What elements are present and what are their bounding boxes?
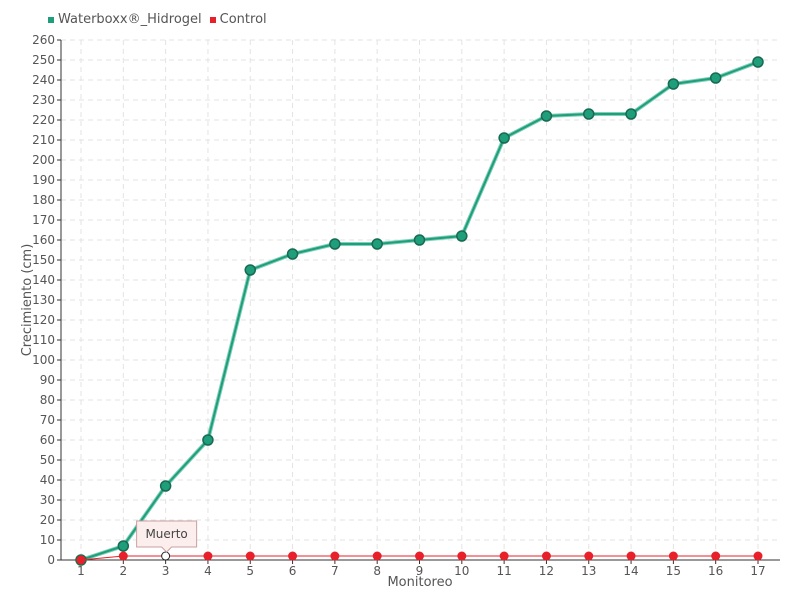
series [75, 56, 764, 566]
x-tick-label: 7 [331, 564, 339, 578]
x-tick-label: 5 [246, 564, 254, 578]
x-tick-label: 8 [373, 564, 381, 578]
y-tick-label: 170 [32, 213, 55, 227]
x-tick-label: 3 [162, 564, 170, 578]
legend-item-waterboxx[interactable]: Waterboxx®_Hidrogel [48, 12, 202, 27]
data-point-control[interactable] [415, 551, 424, 561]
data-point-waterboxx[interactable] [202, 434, 214, 446]
y-tick-label: 200 [32, 153, 55, 167]
y-tick-label: 80 [40, 393, 55, 407]
legend-item-control[interactable]: Control [209, 12, 267, 27]
y-tick-label: 100 [32, 353, 55, 367]
annotation-box [136, 520, 198, 553]
data-point-control[interactable] [668, 551, 678, 561]
y-tick-label: 10 [40, 533, 55, 547]
legend-swatch-control [209, 16, 216, 23]
y-tick-label: 140 [32, 273, 55, 287]
data-point-control[interactable] [203, 551, 213, 561]
data-point-control[interactable] [245, 551, 255, 561]
y-tick-label: 150 [32, 253, 55, 267]
y-tick-label: 90 [40, 373, 55, 387]
y-tick-label: 190 [32, 173, 55, 187]
y-tick-label: 210 [32, 133, 55, 147]
data-point-waterboxx[interactable] [583, 108, 595, 120]
x-tick-label: 15 [666, 564, 681, 578]
data-point-control[interactable] [288, 551, 298, 561]
y-tick-label: 250 [32, 53, 55, 67]
x-tick-label: 1 [77, 564, 85, 578]
axes: 0102030405060708090100110120130140150160… [32, 33, 780, 578]
data-point-control[interactable] [457, 551, 467, 561]
y-tick-label: 30 [40, 493, 55, 507]
y-tick-label: 110 [32, 333, 55, 347]
data-point-waterboxx[interactable] [625, 108, 637, 120]
legend: Waterboxx®_Hidrogel Control [48, 12, 267, 27]
data-point-control[interactable] [753, 551, 763, 561]
data-point-waterboxx[interactable] [371, 238, 383, 250]
y-tick-label: 180 [32, 193, 55, 207]
data-point-waterboxx[interactable] [329, 238, 341, 250]
x-tick-label: 17 [750, 564, 765, 578]
data-point-waterboxx[interactable] [413, 234, 426, 246]
y-tick-label: 40 [40, 473, 55, 487]
y-tick-label: 130 [32, 293, 55, 307]
y-tick-label: 20 [40, 513, 55, 527]
data-point-control[interactable] [626, 551, 636, 561]
y-tick-label: 240 [32, 73, 55, 87]
x-tick-label: 12 [539, 564, 554, 578]
data-point-waterboxx[interactable] [709, 72, 722, 84]
legend-label-control: Control [219, 12, 267, 27]
data-point-control[interactable] [541, 551, 551, 561]
y-tick-label: 70 [40, 413, 55, 427]
x-tick-label: 2 [119, 564, 127, 578]
annotation: Muerto [136, 520, 198, 553]
x-axis-title: Monitoreo [387, 575, 452, 590]
annotation-tooltip: Muerto [136, 520, 198, 553]
x-tick-label: 4 [204, 564, 212, 578]
y-tick-label: 0 [47, 553, 55, 567]
x-tick-label: 9 [416, 564, 424, 578]
data-point-waterboxx[interactable] [286, 248, 299, 260]
grid [61, 39, 780, 560]
y-tick-label: 230 [32, 93, 55, 107]
data-point-waterboxx[interactable] [667, 78, 680, 90]
x-tick-label: 6 [289, 564, 297, 578]
x-tick-label: 14 [623, 564, 638, 578]
data-point-control[interactable] [161, 551, 171, 561]
data-point-control[interactable] [711, 551, 721, 561]
data-point-waterboxx[interactable] [117, 540, 130, 552]
data-point-control[interactable] [372, 551, 382, 561]
data-point-control[interactable] [76, 555, 86, 565]
annotation-text: Muerto [145, 527, 187, 541]
y-tick-label: 160 [32, 233, 55, 247]
data-point-waterboxx[interactable] [159, 480, 172, 492]
y-tick-label: 220 [32, 113, 55, 127]
data-point-control[interactable] [330, 551, 340, 561]
x-tick-label: 16 [708, 564, 723, 578]
x-tick-label: 13 [581, 564, 596, 578]
data-point-waterboxx[interactable] [244, 264, 256, 276]
y-axis-title: Crecimiento (cm) [20, 244, 35, 357]
y-tick-label: 260 [32, 33, 55, 47]
data-point-waterboxx[interactable] [752, 56, 764, 68]
data-point-waterboxx[interactable] [540, 110, 553, 122]
x-tick-label: 11 [496, 564, 511, 578]
data-point-control[interactable] [584, 551, 594, 561]
legend-label-waterboxx: Waterboxx®_Hidrogel [58, 12, 202, 27]
y-tick-label: 50 [40, 453, 55, 467]
data-point-waterboxx[interactable] [456, 230, 468, 242]
y-tick-label: 60 [40, 433, 55, 447]
y-tick-label: 120 [32, 313, 55, 327]
data-point-control[interactable] [499, 551, 509, 561]
x-tick-label: 10 [454, 564, 469, 578]
data-point-waterboxx[interactable] [498, 132, 510, 144]
legend-swatch-waterboxx [48, 16, 54, 23]
data-point-control[interactable] [118, 551, 128, 561]
